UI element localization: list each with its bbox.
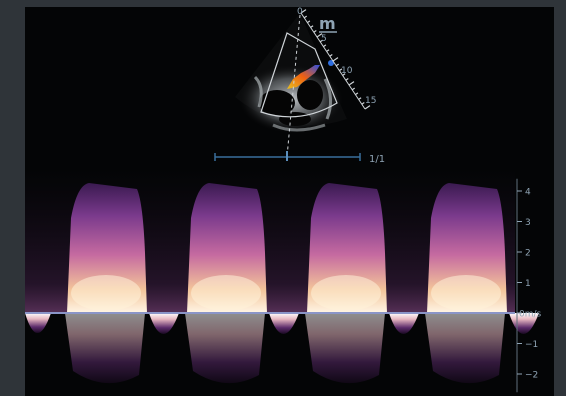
color-flow-box <box>260 32 338 118</box>
depth-label-5: 5 <box>321 34 327 44</box>
frame-counter: 1/1 <box>369 154 385 165</box>
echo-image: 0 5 10 15 m 1/1 <box>214 7 385 165</box>
probe-marker: m <box>319 14 336 33</box>
echo-sector <box>235 13 347 133</box>
scale-label: 4 <box>525 188 531 198</box>
ultrasound-screen: 0 5 10 15 m 1/1 <box>25 7 554 396</box>
scale-label: 0m/s <box>519 310 542 320</box>
scale-label: −2 <box>525 371 538 381</box>
diastolic-spectrum <box>389 313 419 334</box>
scale-label: 1 <box>525 279 531 289</box>
depth-label-0: 0 <box>297 7 303 17</box>
depth-label-15: 15 <box>365 96 376 106</box>
depth-ruler <box>300 9 371 110</box>
velocity-scale: 4 3 2 1 0m/s −1 −2 <box>516 178 542 393</box>
spectral-doppler: 4 3 2 1 0m/s −1 −2 <box>25 168 542 393</box>
scale-label: 3 <box>525 218 531 228</box>
scale-label: 2 <box>525 249 531 259</box>
frame-slider[interactable] <box>214 151 361 161</box>
diastolic-spectrum <box>269 313 299 334</box>
diastolic-spectrum <box>149 313 179 334</box>
scale-label: −1 <box>525 340 538 350</box>
depth-label-10: 10 <box>341 66 353 76</box>
